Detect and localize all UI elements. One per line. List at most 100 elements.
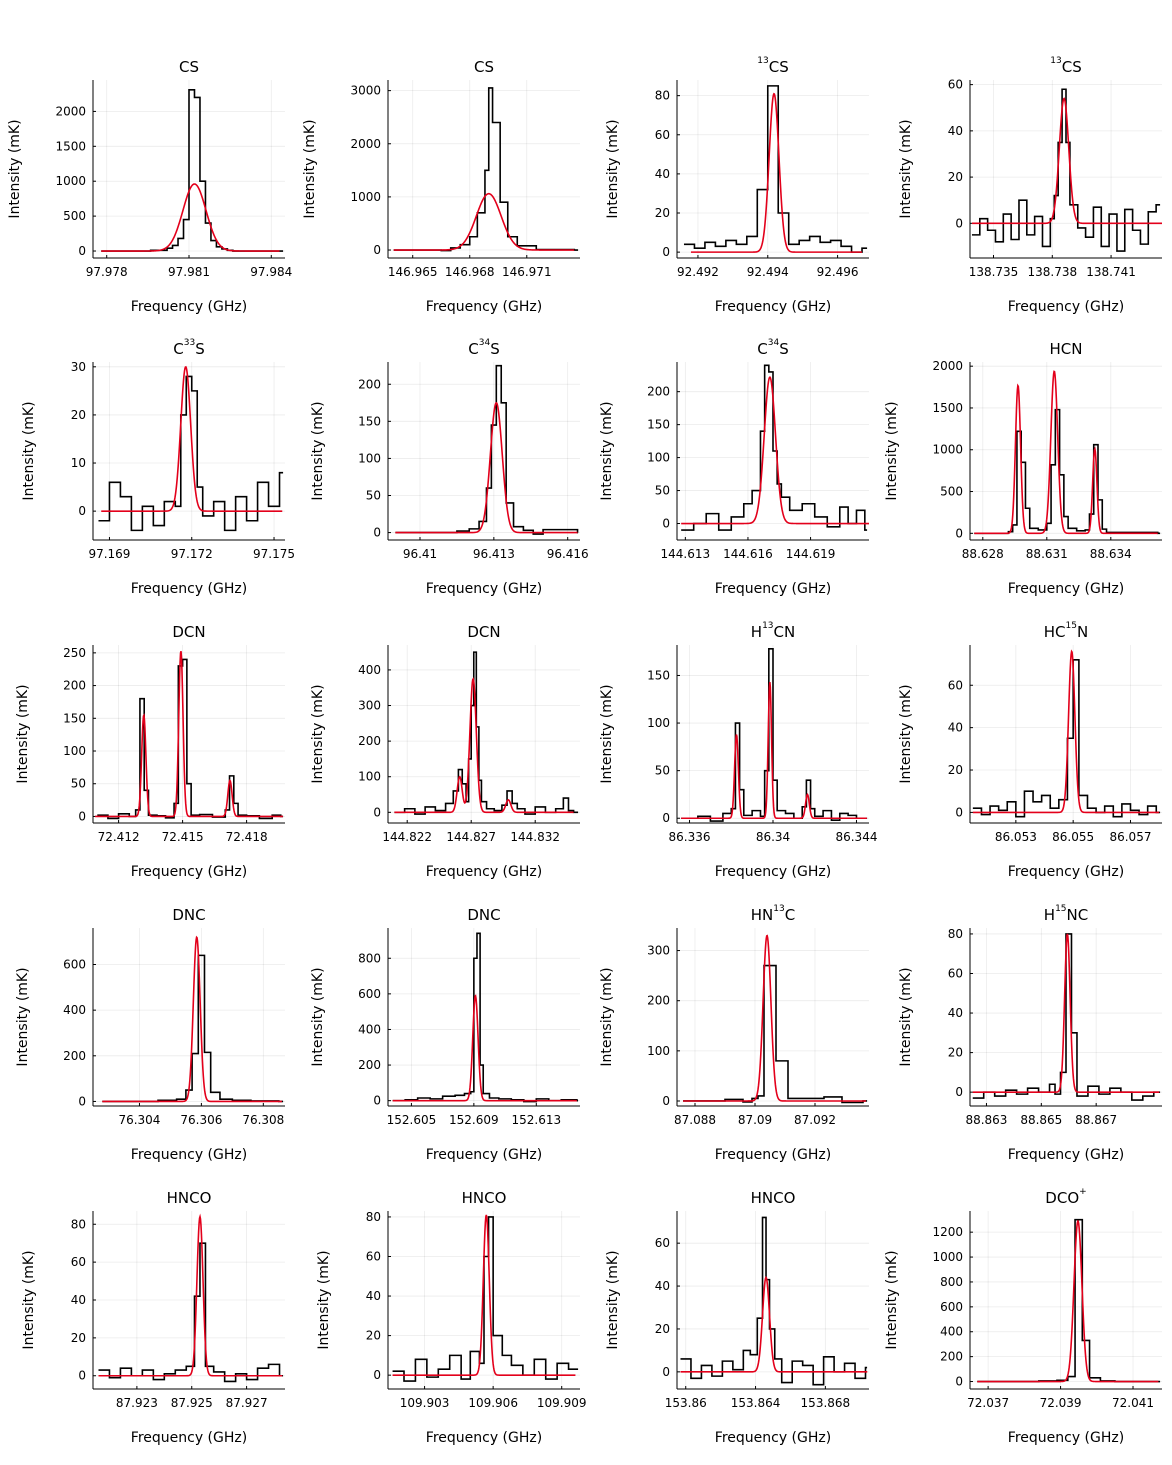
title-base: HN — [751, 906, 774, 924]
fit-curve — [972, 649, 1160, 814]
y-tick-label: 250 — [63, 646, 86, 660]
panel-title: HNCO — [167, 1189, 212, 1207]
x-axis-label: Frequency (GHz) — [715, 581, 831, 597]
y-tick-label: 40 — [366, 1289, 381, 1303]
y-tick-label: 80 — [948, 927, 963, 941]
panel-title: H15NC — [1044, 904, 1088, 924]
observed-spectrum — [392, 932, 579, 1103]
panel-title: HC15N — [1044, 621, 1088, 641]
y-tick-label: 100 — [63, 744, 86, 758]
panel-title: C34S — [757, 338, 788, 358]
y-tick-label: 60 — [366, 1249, 381, 1263]
y-tick-label: 150 — [63, 711, 86, 725]
fit-curve — [102, 935, 282, 1103]
observed-spectrum — [681, 364, 868, 531]
y-tick-label: 20 — [366, 1329, 381, 1343]
y-tick-label: 2000 — [932, 359, 963, 373]
spectrum-panel: 97.978 97.981 97.984 0 500 1000 1500 2000 Freque… — [7, 58, 292, 315]
x-tick-label: 87.092 — [794, 1113, 836, 1127]
fit-curve — [393, 192, 575, 251]
x-tick-label: 72.412 — [98, 830, 140, 844]
y-tick-label: 200 — [358, 1058, 381, 1072]
fit-curve — [394, 677, 574, 814]
x-tick-label: 88.634 — [1090, 547, 1132, 561]
fit-curve — [971, 97, 1162, 225]
y-tick-label: 1200 — [932, 1225, 963, 1239]
y-tick-label: 0 — [78, 1369, 86, 1383]
panel-title: DCO+ — [1045, 1187, 1086, 1207]
y-tick-label: 0 — [662, 517, 670, 531]
fit-curve — [681, 682, 867, 820]
x-tick-label: 146.965 — [388, 265, 438, 279]
x-tick-label: 144.619 — [786, 547, 836, 561]
title-base: C — [468, 340, 478, 358]
y-axis-label: Intensity (mK) — [898, 967, 914, 1066]
y-axis-label: Intensity (mK) — [605, 1250, 621, 1349]
spectrum-panel: 96.41 96.413 96.416 0 50 100 150 200 Frequency (… — [310, 338, 589, 597]
y-axis-label: Intensity (mK) — [15, 967, 31, 1066]
x-tick-label: 96.413 — [473, 547, 515, 561]
title-superscript: 34 — [768, 338, 780, 348]
y-tick-label: 0 — [955, 526, 963, 540]
y-tick-label: 1000 — [932, 1250, 963, 1264]
x-tick-label: 76.308 — [242, 1113, 284, 1127]
title-base: N — [1077, 623, 1088, 641]
observed-spectrum — [97, 658, 284, 820]
y-tick-label: 600 — [940, 1300, 963, 1314]
y-tick-label: 1500 — [55, 139, 86, 153]
x-tick-label: 92.494 — [747, 265, 789, 279]
y-tick-label: 200 — [940, 1350, 963, 1364]
y-tick-label: 500 — [63, 209, 86, 223]
title-superscript: 13 — [762, 621, 773, 631]
y-tick-label: 200 — [358, 377, 381, 391]
y-tick-label: 0 — [662, 1094, 670, 1108]
x-tick-label: 146.971 — [502, 265, 552, 279]
x-tick-label: 86.344 — [835, 830, 877, 844]
x-tick-label: 144.613 — [661, 547, 711, 561]
x-tick-label: 88.867 — [1075, 1113, 1117, 1127]
spectrum-panel: 153.86 153.864 153.868 0 20 40 60 Frequency (GH… — [605, 1189, 869, 1446]
y-tick-label: 800 — [358, 951, 381, 965]
y-tick-label: 40 — [948, 124, 963, 138]
panel-title: C34S — [468, 338, 499, 358]
y-axis-label: Intensity (mK) — [15, 684, 31, 783]
x-tick-label: 86.34 — [756, 830, 790, 844]
y-tick-label: 50 — [655, 484, 670, 498]
x-axis-label: Frequency (GHz) — [426, 299, 542, 315]
y-axis-label: Intensity (mK) — [310, 401, 326, 500]
spectrum-panel: 146.965 146.968 146.971 0 1000 2000 3000 Freque… — [302, 58, 580, 315]
fit-curve — [972, 933, 1160, 1093]
y-tick-label: 80 — [366, 1210, 381, 1224]
y-tick-label: 200 — [63, 679, 86, 693]
y-tick-label: 10 — [71, 456, 86, 470]
fit-curve — [101, 183, 280, 252]
title-base: DCO — [1045, 1189, 1079, 1207]
y-tick-label: 100 — [358, 770, 381, 784]
x-axis-label: Frequency (GHz) — [1008, 299, 1124, 315]
y-tick-label: 0 — [955, 1375, 963, 1389]
observed-spectrum — [974, 408, 1161, 535]
title-superscript: 13 — [757, 56, 768, 66]
y-tick-label: 800 — [940, 1275, 963, 1289]
y-tick-label: 400 — [358, 1022, 381, 1036]
y-tick-label: 50 — [655, 764, 670, 778]
x-tick-label: 88.628 — [962, 547, 1004, 561]
x-tick-label: 109.906 — [468, 1396, 518, 1410]
y-tick-label: 60 — [948, 966, 963, 980]
x-axis-label: Frequency (GHz) — [131, 1430, 247, 1446]
y-tick-label: 80 — [655, 89, 670, 103]
y-tick-label: 0 — [373, 243, 381, 257]
x-tick-label: 97.169 — [88, 547, 130, 561]
title-base: NC — [1067, 906, 1089, 924]
spectrum-panel: 109.903 109.906 109.909 0 20 40 60 80 Frequency … — [316, 1189, 587, 1446]
x-tick-label: 144.616 — [723, 547, 773, 561]
y-tick-label: 500 — [940, 485, 963, 499]
title-superscript: 13 — [773, 904, 784, 914]
fit-curve — [690, 92, 863, 253]
x-tick-label: 138.741 — [1086, 265, 1136, 279]
x-tick-label: 88.631 — [1026, 547, 1068, 561]
x-tick-label: 97.981 — [168, 265, 210, 279]
panel-title: 13CS — [757, 56, 788, 76]
spectrum-panel: 144.613 144.616 144.619 0 50 100 150 200 Frequen… — [599, 338, 869, 597]
y-tick-label: 100 — [358, 451, 381, 465]
